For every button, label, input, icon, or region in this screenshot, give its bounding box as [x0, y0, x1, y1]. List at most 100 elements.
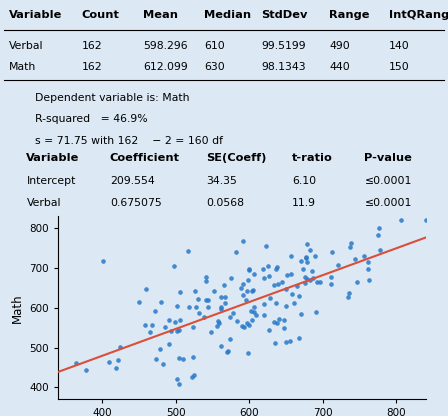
- Point: [249, 288, 256, 295]
- Point: [156, 407, 164, 414]
- Point: [100, 258, 107, 264]
- Point: [303, 254, 310, 260]
- Point: [166, 316, 173, 323]
- Text: SE(Coeff): SE(Coeff): [207, 153, 267, 163]
- Point: [361, 253, 368, 260]
- Point: [328, 249, 336, 256]
- Point: [246, 267, 253, 273]
- Point: [293, 283, 300, 290]
- Text: t-ratio: t-ratio: [292, 153, 333, 163]
- Point: [347, 243, 354, 250]
- Point: [72, 359, 79, 366]
- Point: [353, 279, 360, 286]
- Point: [217, 342, 224, 349]
- Point: [222, 300, 229, 307]
- Point: [249, 286, 256, 293]
- Point: [224, 348, 231, 355]
- Point: [245, 266, 252, 272]
- Point: [244, 287, 251, 294]
- Point: [157, 299, 164, 305]
- Point: [309, 267, 316, 274]
- Point: [282, 285, 289, 292]
- Text: 598.296: 598.296: [143, 41, 187, 51]
- Point: [202, 274, 209, 280]
- Point: [221, 281, 228, 288]
- Point: [240, 238, 247, 244]
- Point: [207, 329, 215, 336]
- Point: [251, 304, 258, 310]
- Point: [225, 348, 232, 355]
- Point: [267, 295, 274, 302]
- Text: 6.10: 6.10: [292, 176, 316, 186]
- Point: [397, 217, 405, 224]
- Point: [316, 279, 323, 285]
- Point: [335, 262, 342, 269]
- Text: ≤0.0001: ≤0.0001: [365, 198, 412, 208]
- Point: [162, 324, 169, 330]
- Text: IntQRange: IntQRange: [389, 10, 448, 20]
- Point: [159, 361, 167, 367]
- Point: [82, 366, 89, 373]
- Point: [112, 364, 120, 371]
- Point: [266, 327, 273, 334]
- Text: Verbal: Verbal: [26, 198, 61, 208]
- Point: [186, 304, 193, 311]
- Text: 98.1343: 98.1343: [261, 62, 306, 72]
- Point: [215, 318, 222, 324]
- Point: [245, 322, 252, 328]
- Point: [303, 276, 310, 282]
- Point: [261, 275, 268, 281]
- Point: [218, 293, 225, 300]
- Point: [148, 322, 155, 329]
- Point: [288, 270, 295, 277]
- Point: [327, 281, 335, 287]
- Point: [213, 322, 220, 329]
- Point: [217, 306, 224, 313]
- Point: [301, 280, 308, 287]
- Text: Verbal: Verbal: [9, 41, 43, 51]
- Point: [195, 310, 202, 317]
- Point: [142, 322, 149, 329]
- Point: [327, 273, 335, 280]
- Point: [233, 317, 241, 324]
- Text: 630: 630: [204, 62, 225, 72]
- Point: [284, 272, 291, 278]
- Point: [252, 311, 259, 318]
- Text: Variable: Variable: [26, 153, 80, 163]
- Point: [247, 307, 254, 314]
- Text: 0.0568: 0.0568: [207, 198, 245, 208]
- Point: [273, 263, 280, 270]
- Point: [188, 374, 195, 381]
- Point: [201, 314, 208, 320]
- Point: [202, 277, 209, 284]
- Text: 0.675075: 0.675075: [110, 198, 162, 208]
- Point: [239, 280, 246, 287]
- Text: Math: Math: [9, 62, 36, 72]
- Point: [244, 349, 251, 356]
- Point: [311, 253, 319, 259]
- Point: [300, 266, 307, 272]
- Point: [105, 359, 112, 366]
- Point: [261, 300, 268, 307]
- Text: 34.35: 34.35: [207, 176, 237, 186]
- Point: [272, 266, 280, 272]
- Point: [238, 323, 246, 329]
- Point: [190, 372, 197, 379]
- Point: [288, 253, 295, 259]
- Point: [204, 304, 211, 310]
- Point: [302, 254, 310, 261]
- Text: Mean: Mean: [143, 10, 178, 20]
- Text: Variable: Variable: [9, 10, 62, 20]
- Text: 150: 150: [389, 62, 409, 72]
- Point: [218, 303, 225, 310]
- Text: 440: 440: [329, 62, 350, 72]
- Point: [377, 247, 384, 254]
- Point: [227, 336, 234, 342]
- Text: 162: 162: [82, 41, 102, 51]
- Point: [295, 334, 302, 341]
- Point: [260, 265, 267, 272]
- Point: [179, 356, 186, 363]
- Point: [168, 328, 175, 334]
- Text: Intercept: Intercept: [26, 176, 76, 186]
- Text: ≤0.0001: ≤0.0001: [365, 176, 412, 186]
